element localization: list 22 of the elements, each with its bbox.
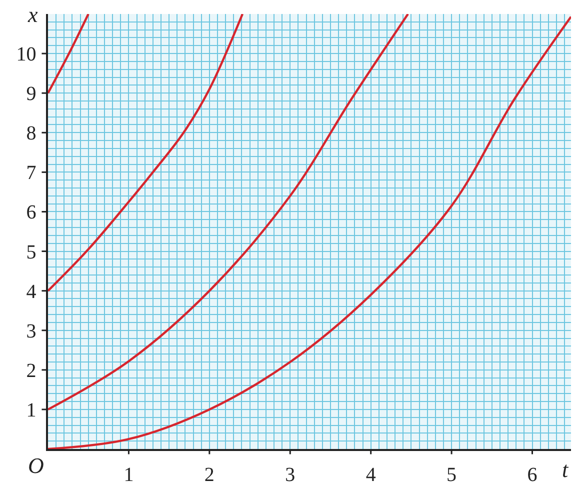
x-tick-label: 1 bbox=[124, 464, 134, 486]
y-tick-label: 4 bbox=[26, 280, 36, 303]
y-tick-label: 3 bbox=[26, 320, 36, 342]
x-tick-label: 6 bbox=[527, 464, 538, 486]
x-tick-label: 5 bbox=[446, 464, 457, 486]
line-series bbox=[48, 14, 244, 292]
x-tick-label: 2 bbox=[204, 464, 214, 486]
y-tick-label: 10 bbox=[16, 44, 36, 66]
line-series bbox=[48, 14, 410, 411]
y-tick-label: 1 bbox=[26, 399, 36, 422]
y-tick-label: 6 bbox=[26, 202, 36, 224]
y-tick-label: 7 bbox=[26, 162, 36, 184]
y-tick-label: 9 bbox=[26, 83, 36, 106]
x-tick-label: 4 bbox=[366, 464, 376, 486]
y-axis-title: x bbox=[27, 2, 38, 27]
x-axis-title: t bbox=[562, 457, 569, 482]
y-tick-label: 2 bbox=[26, 360, 36, 382]
y-tick-label: 8 bbox=[26, 122, 36, 145]
text: O bbox=[28, 453, 44, 478]
y-tick-label: 5 bbox=[26, 241, 36, 264]
x-tick-label: 3 bbox=[285, 464, 296, 486]
line-series bbox=[48, 16, 571, 449]
